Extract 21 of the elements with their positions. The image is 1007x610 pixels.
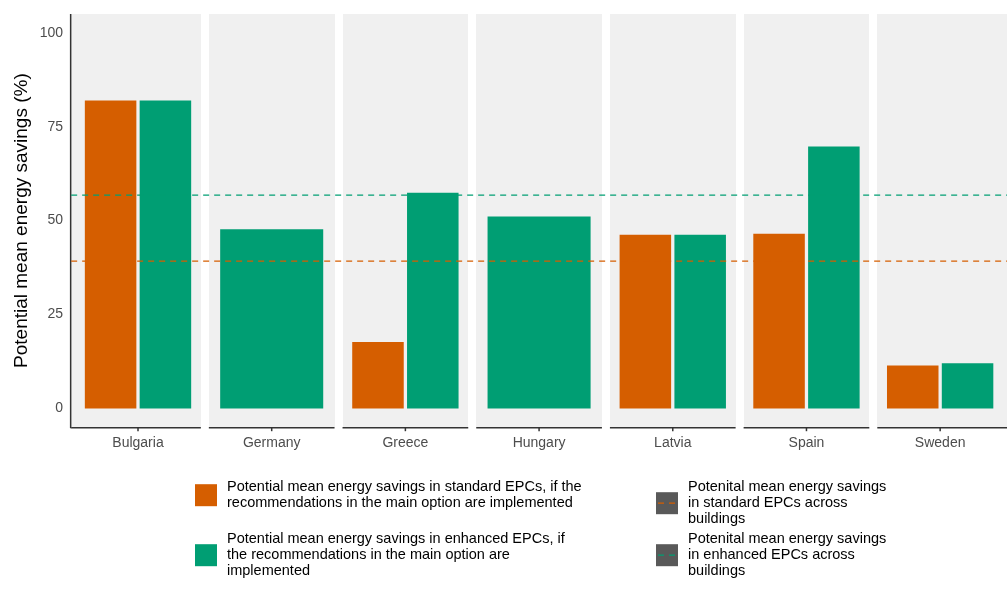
- y-tick-label: 0: [55, 399, 64, 416]
- legend-label: Potential mean energy savings in standard EPCs, if the recommendations in the main option are implemented: [227, 478, 582, 511]
- bar: [941, 363, 994, 409]
- x-tick-label: Bulgaria: [112, 434, 164, 451]
- x-tick-label: Germany: [242, 434, 301, 451]
- legend-label: Potenital mean energy savings in enhanced EPCs across buildings: [688, 530, 887, 579]
- legend-label: Potential mean energy savings in enhanced EPCs, if the recommendations in the main option are implemented: [227, 530, 566, 579]
- x-tick-label: Latvia: [654, 434, 692, 451]
- y-tick-label: 50: [47, 211, 64, 228]
- y-tick-label: 100: [39, 23, 64, 40]
- bar: [674, 234, 726, 409]
- bar: [352, 341, 404, 409]
- x-tick-label: Spain: [788, 434, 825, 451]
- x-tick-label: Greece: [382, 434, 429, 451]
- x-tick-label: Sweden: [914, 434, 966, 451]
- bar: [886, 365, 939, 409]
- x-tick-label: Hungary: [512, 434, 566, 451]
- y-tick-label: 25: [47, 305, 64, 322]
- y-axis-title: Potential mean energy savings (%): [9, 73, 31, 368]
- y-tick-label: 75: [47, 117, 64, 134]
- legend-label: Potenital mean energy savings in standard EPCs across buildings: [688, 478, 887, 527]
